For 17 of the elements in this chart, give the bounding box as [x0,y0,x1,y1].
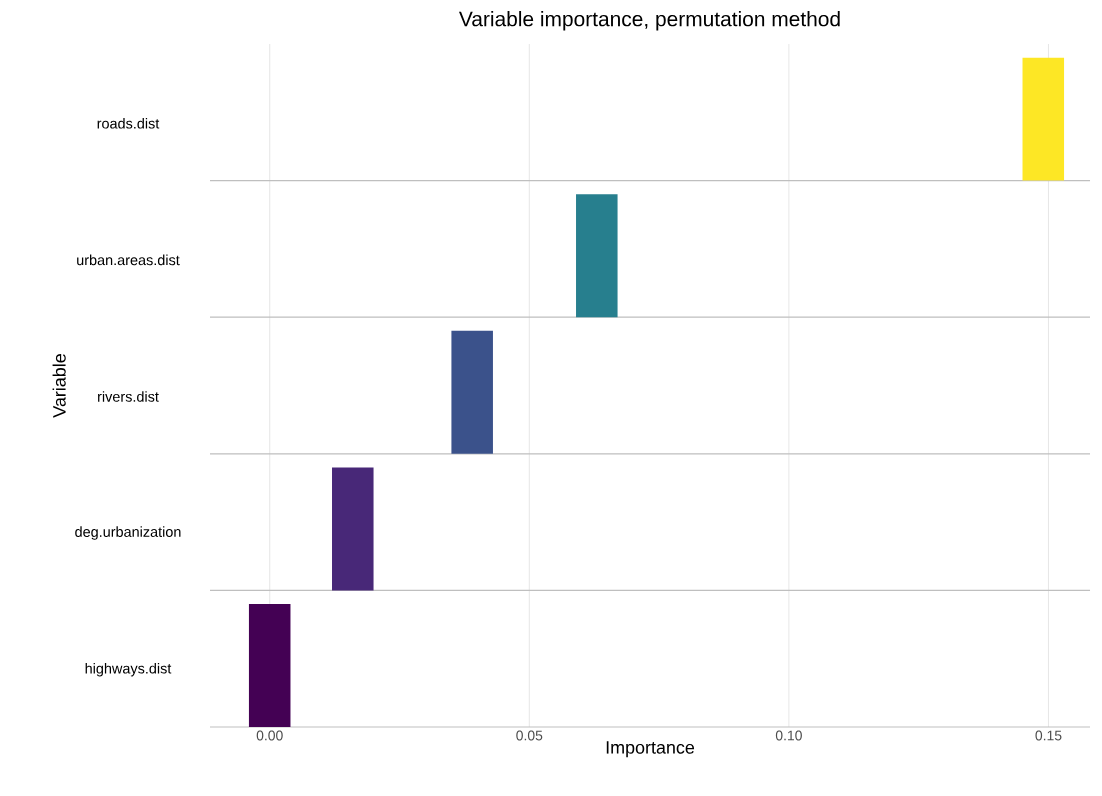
x-tick-label: 0.10 [775,730,802,741]
bar [1022,57,1065,181]
y-tick-label: urban.areas.dist [77,254,180,266]
y-tick-label: highways.dist [85,662,172,677]
chart-title: Variable importance, permutation method [458,11,840,31]
bar [451,330,493,454]
x-axis-title: Importance [606,741,695,758]
bar [248,604,291,728]
y-tick-label: roads.dist [97,118,160,129]
x-tick-label: 0.05 [516,730,543,741]
bar [576,194,618,318]
y-axis-title: Variable [52,354,66,418]
x-tick-label: 0.00 [256,730,283,741]
y-tick-label: rivers.dist [98,391,159,402]
y-tick-label: deg.urbanization [75,526,181,540]
x-tick-label: 0.15 [1035,730,1062,741]
bar [332,467,374,591]
